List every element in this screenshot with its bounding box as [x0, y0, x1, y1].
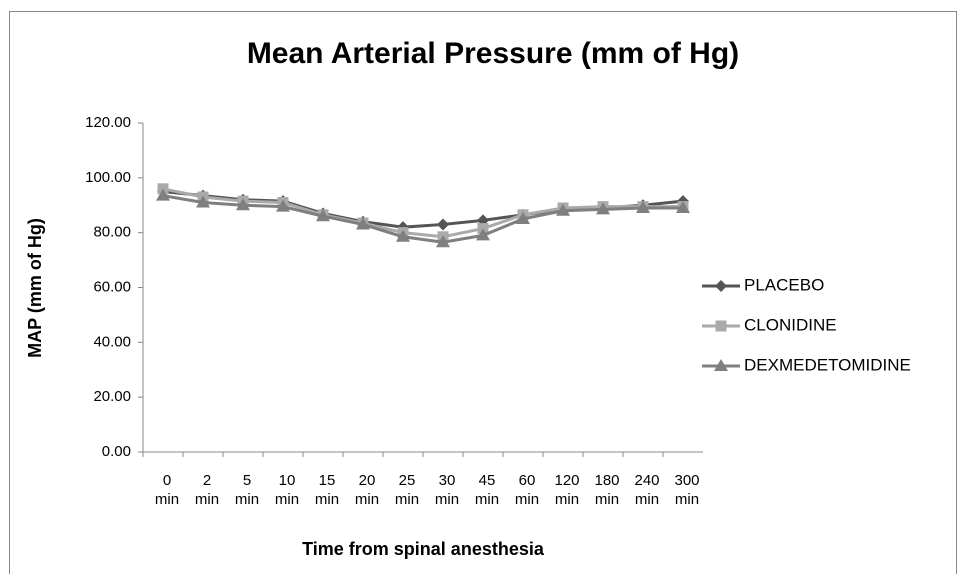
- x-tick-label: 20 min: [354, 472, 380, 508]
- series-line: [162, 187, 683, 239]
- y-tick-label: 40.00: [93, 333, 131, 350]
- marker: [676, 200, 690, 213]
- marker: [156, 188, 170, 201]
- x-tick-label: 0 min: [154, 472, 180, 508]
- marker: [714, 359, 728, 371]
- y-tick-label: 60.00: [93, 278, 131, 295]
- x-tick-label: 240 min: [634, 472, 660, 508]
- marker: [556, 203, 570, 216]
- x-axis-label: Time from spinal anesthesia: [302, 539, 545, 559]
- marker: [516, 211, 530, 224]
- marker: [396, 229, 410, 242]
- marker: [596, 202, 610, 215]
- marker: [715, 280, 727, 292]
- legend-label: DEXMEDETOMIDINE: [744, 355, 911, 374]
- legend-label: CLONIDINE: [744, 315, 837, 334]
- chart-title: Mean Arterial Pressure (mm of Hg): [247, 37, 739, 70]
- marker: [316, 209, 330, 222]
- x-tick-label: 15 min: [314, 472, 340, 508]
- x-tick-label: 60 min: [514, 472, 540, 508]
- series-line: [162, 194, 683, 244]
- marker: [276, 199, 290, 212]
- x-tick-label: 30 min: [434, 472, 460, 508]
- marker: [196, 195, 210, 208]
- x-tick-label: 10 min: [274, 472, 300, 508]
- marker: [437, 218, 449, 231]
- chart-border: [9, 11, 957, 574]
- x-tick-label: 45 min: [474, 472, 500, 508]
- x-tick-label: 120 min: [554, 472, 580, 508]
- marker: [476, 228, 490, 241]
- x-tick-label: 2 min: [194, 472, 220, 508]
- marker: [236, 198, 250, 211]
- marker: [636, 200, 650, 213]
- y-axis-label: MAP (mm of Hg): [25, 218, 45, 358]
- y-tick-label: 20.00: [93, 388, 131, 405]
- y-tick-label: 80.00: [93, 224, 131, 241]
- marker: [356, 217, 370, 230]
- x-tick-label: 25 min: [394, 472, 420, 508]
- x-tick-label: 180 min: [594, 472, 620, 508]
- x-tick-label: 5 min: [234, 472, 260, 508]
- y-tick-label: 0.00: [102, 443, 131, 460]
- marker: [715, 320, 727, 332]
- y-tick-label: 120.00: [85, 114, 131, 131]
- legend-label: PLACEBO: [744, 275, 824, 294]
- marker: [436, 235, 450, 248]
- y-tick-label: 100.00: [85, 169, 131, 186]
- x-tick-label: 300 min: [674, 472, 700, 508]
